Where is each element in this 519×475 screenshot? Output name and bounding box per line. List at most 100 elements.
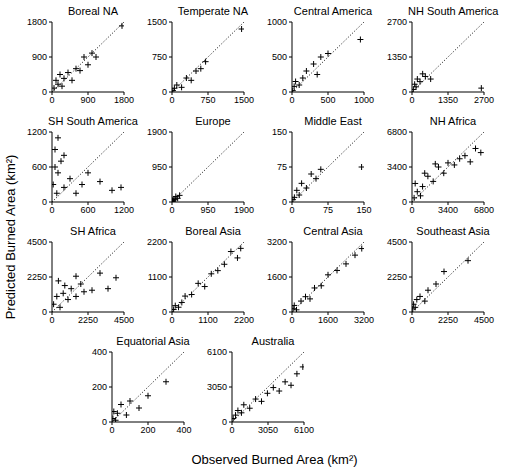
svg-text:4500: 4500 [27, 238, 47, 247]
svg-text:0: 0 [49, 315, 54, 325]
html-text:Central America: Central America [293, 5, 373, 17]
svg-text:0: 0 [229, 425, 234, 435]
svg-text:0: 0 [42, 307, 47, 317]
svg-text:3200: 3200 [267, 238, 287, 247]
svg-text:200: 200 [92, 382, 107, 392]
svg-text:75: 75 [277, 162, 287, 172]
svg-text:0: 0 [282, 307, 287, 317]
svg-text:3050: 3050 [207, 382, 227, 392]
html-text:NH Africa: NH Africa [429, 115, 477, 127]
svg-text:2250: 2250 [78, 315, 98, 325]
svg-text:500: 500 [320, 95, 335, 105]
html-text:Australia: Australia [251, 335, 295, 347]
svg-text:1500: 1500 [147, 18, 167, 27]
svg-text:0: 0 [402, 197, 407, 207]
svg-text:4500: 4500 [474, 315, 494, 325]
svg-text:950: 950 [200, 205, 215, 215]
svg-text:0: 0 [222, 417, 227, 427]
html-text:NH South America: NH South America [408, 5, 499, 17]
svg-text:900: 900 [80, 95, 95, 105]
svg-text:1900: 1900 [147, 128, 167, 137]
svg-text:1200: 1200 [27, 128, 47, 137]
html-text:Boreal NA: Boreal NA [67, 5, 119, 17]
svg-text:0: 0 [109, 425, 114, 435]
html-text:Southeast Asia: Southeast Asia [416, 225, 490, 237]
svg-text:0: 0 [409, 205, 414, 215]
svg-text:2250: 2250 [387, 272, 407, 282]
svg-text:3400: 3400 [438, 205, 458, 215]
html-text:Europe: Europe [195, 115, 231, 127]
svg-text:1350: 1350 [438, 95, 458, 105]
svg-text:6800: 6800 [474, 205, 494, 215]
html-text:Middle East: Middle East [304, 115, 362, 127]
svg-text:0: 0 [49, 95, 54, 105]
html-text:SH Africa: SH Africa [70, 225, 116, 237]
svg-text:2200: 2200 [234, 315, 254, 325]
svg-text:4500: 4500 [387, 238, 407, 247]
svg-text:900: 900 [32, 52, 47, 62]
svg-text:400: 400 [92, 348, 107, 357]
html-text:Temperate NA: Temperate NA [177, 5, 249, 17]
svg-text:0: 0 [162, 87, 167, 97]
svg-text:0: 0 [169, 205, 174, 215]
svg-text:150: 150 [272, 128, 287, 137]
svg-text:400: 400 [176, 425, 191, 435]
html-text:Observed Burned Area (km²): Observed Burned Area (km²) [191, 452, 358, 467]
svg-text:3400: 3400 [387, 162, 407, 172]
svg-text:0: 0 [162, 197, 167, 207]
svg-text:750: 750 [152, 52, 167, 62]
svg-text:750: 750 [200, 95, 215, 105]
svg-text:2250: 2250 [27, 272, 47, 282]
svg-text:3200: 3200 [354, 315, 374, 325]
svg-text:1200: 1200 [114, 205, 134, 215]
svg-text:0: 0 [402, 87, 407, 97]
svg-text:6100: 6100 [294, 425, 314, 435]
svg-text:0: 0 [409, 95, 414, 105]
html-text:Central Asia: Central Asia [303, 225, 363, 237]
svg-text:1600: 1600 [267, 272, 287, 282]
svg-text:2700: 2700 [387, 18, 407, 27]
html-text:Predicted Burned Area (km²): Predicted Burned Area (km²) [2, 154, 18, 320]
svg-text:0: 0 [282, 87, 287, 97]
svg-text:150: 150 [356, 205, 371, 215]
svg-text:1100: 1100 [198, 315, 217, 325]
html-text:Boreal Asia: Boreal Asia [185, 225, 241, 237]
svg-text:3050: 3050 [258, 425, 278, 435]
svg-text:1800: 1800 [114, 95, 134, 105]
svg-text:0: 0 [42, 197, 47, 207]
svg-text:0: 0 [169, 315, 174, 325]
svg-text:500: 500 [272, 52, 287, 62]
svg-text:1900: 1900 [234, 205, 254, 215]
svg-text:0: 0 [289, 95, 294, 105]
svg-text:6100: 6100 [207, 348, 227, 357]
svg-text:1600: 1600 [318, 315, 338, 325]
svg-text:0: 0 [169, 95, 174, 105]
svg-text:2250: 2250 [438, 315, 458, 325]
svg-text:4500: 4500 [114, 315, 134, 325]
svg-text:2700: 2700 [474, 95, 494, 105]
svg-text:0: 0 [409, 315, 414, 325]
svg-text:75: 75 [323, 205, 333, 215]
html-text:SH South America: SH South America [48, 115, 138, 127]
svg-text:1350: 1350 [387, 52, 407, 62]
svg-text:2200: 2200 [147, 238, 167, 247]
svg-text:0: 0 [282, 197, 287, 207]
svg-text:1500: 1500 [234, 95, 254, 105]
svg-text:0: 0 [289, 205, 294, 215]
svg-text:200: 200 [140, 425, 155, 435]
svg-text:600: 600 [32, 162, 47, 172]
svg-text:6800: 6800 [387, 128, 407, 137]
svg-text:600: 600 [80, 205, 95, 215]
svg-text:0: 0 [162, 307, 167, 317]
svg-text:0: 0 [402, 307, 407, 317]
svg-text:1000: 1000 [267, 18, 287, 27]
svg-text:0: 0 [42, 87, 47, 97]
svg-text:1800: 1800 [27, 18, 47, 27]
svg-text:1100: 1100 [148, 272, 167, 282]
svg-text:950: 950 [152, 162, 167, 172]
svg-text:0: 0 [49, 205, 54, 215]
svg-text:1000: 1000 [354, 95, 374, 105]
html-text:Equatorial Asia: Equatorial Asia [116, 335, 190, 347]
svg-text:0: 0 [102, 417, 107, 427]
svg-text:0: 0 [289, 315, 294, 325]
